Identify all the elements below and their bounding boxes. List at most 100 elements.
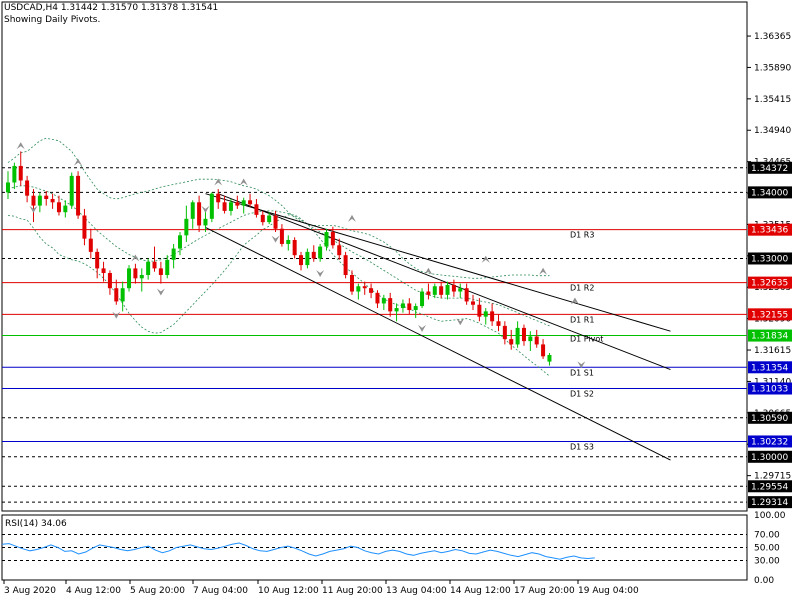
bollinger-lower-band	[7, 214, 550, 377]
rsi-tick-label: 50.00	[754, 544, 780, 554]
candle-body	[31, 195, 36, 206]
candle-body	[107, 273, 112, 289]
candle-body	[120, 288, 125, 302]
fractal-arrow	[424, 267, 433, 275]
level-price-label: 1.34372	[751, 164, 788, 174]
candle-body	[311, 251, 316, 259]
fractal-arrow	[418, 324, 427, 332]
pivot-label: D1 R1	[570, 315, 594, 324]
fractal-arrow	[539, 267, 548, 275]
candle-body	[133, 268, 138, 279]
candle-body	[254, 204, 259, 215]
candle-body	[273, 215, 278, 229]
candle-body	[241, 200, 246, 206]
rsi-line	[1, 542, 595, 560]
level-price-label: 1.33000	[751, 254, 788, 264]
candle-body	[471, 301, 476, 305]
candle-body	[216, 193, 221, 203]
candle-body	[190, 202, 195, 219]
pivot-price-label: 1.31033	[751, 385, 788, 395]
pivot-price-box	[748, 382, 792, 395]
candle-body	[286, 239, 291, 244]
fractal-arrow	[214, 178, 223, 186]
level-price-box	[748, 450, 792, 463]
trend-channel-line[interactable]	[205, 226, 671, 461]
level-price-box	[748, 186, 792, 199]
fractal-arrow	[74, 158, 83, 166]
level-price-box	[748, 496, 792, 509]
candle-body	[235, 202, 240, 206]
rsi-tick-label: 100.00	[754, 511, 786, 521]
level-price-label: 1.29554	[751, 482, 788, 492]
pivot-label: D1 S3	[570, 442, 594, 451]
candle-body	[222, 202, 227, 211]
time-tick-label: 10 Aug 12:00	[258, 586, 319, 596]
pivot-label: D1 R3	[570, 231, 594, 240]
candle-body	[521, 327, 526, 342]
candle-body	[260, 214, 265, 223]
candle-body	[95, 251, 100, 269]
main-plot-frame	[1, 1, 748, 512]
candle-body	[483, 311, 488, 317]
candle-body	[490, 311, 495, 322]
fractal-arrow	[201, 205, 210, 213]
candle-body	[228, 202, 233, 211]
candle-body	[12, 165, 17, 183]
candle-body	[209, 193, 214, 219]
candle-body	[458, 288, 463, 292]
fractal-arrow	[347, 214, 356, 222]
candle-body	[292, 239, 297, 256]
candle-body	[426, 291, 431, 295]
candle-body	[547, 354, 552, 362]
candle-body	[413, 306, 418, 311]
candle-body	[248, 200, 253, 205]
candle-body	[509, 339, 514, 345]
candle-body	[279, 228, 284, 244]
pivot-price-box	[748, 361, 792, 374]
level-price-box	[748, 480, 792, 493]
candle-body	[464, 288, 469, 302]
time-tick-label: 3 Aug 2020	[4, 586, 56, 596]
fractal-arrow	[156, 288, 165, 296]
fractal-arrow	[570, 297, 579, 305]
pivot-label: D1 S1	[570, 368, 594, 377]
candle-body	[305, 251, 310, 266]
candle-body	[318, 246, 323, 259]
fractal-arrow	[239, 178, 248, 186]
candle-body	[25, 180, 30, 196]
price-tick-label: 1.34940	[754, 126, 791, 136]
price-tick-label: 1.31140	[754, 377, 791, 387]
candle-body	[534, 336, 539, 345]
trend-channel-line[interactable]	[218, 193, 671, 371]
candle-body	[343, 255, 348, 276]
bollinger-upper-band	[7, 137, 550, 279]
fractal-arrow	[29, 205, 38, 213]
fractal-arrow	[112, 311, 121, 319]
candle-body	[76, 175, 81, 216]
level-price-label: 1.29314	[751, 498, 788, 508]
fractal-arrow	[316, 270, 325, 278]
pivot-label: D1 Pivot	[570, 335, 603, 344]
pivot-price-box	[748, 276, 792, 289]
trend-channel-line[interactable]	[205, 193, 671, 332]
pivot-label: D1 S2	[570, 390, 594, 399]
candle-body	[324, 232, 329, 247]
candle-body	[388, 298, 393, 312]
candle-body	[127, 268, 132, 289]
candle-body	[18, 165, 23, 181]
chart-subtitle: Showing Daily Pivots.	[4, 15, 101, 25]
pivot-price-box	[748, 308, 792, 321]
fractal-arrow	[271, 235, 280, 243]
candle-body	[177, 235, 182, 249]
pivot-price-label: 1.31354	[751, 363, 788, 373]
level-price-box	[748, 161, 792, 174]
candle-body	[37, 195, 42, 206]
candle-body	[362, 286, 367, 289]
candle-body	[184, 218, 189, 236]
candle-body	[356, 286, 361, 292]
bollinger-middle-band	[7, 185, 550, 327]
candle-body	[203, 218, 208, 226]
pivot-price-label: 1.32635	[751, 279, 788, 289]
pivot-price-label: 1.30232	[751, 437, 788, 447]
